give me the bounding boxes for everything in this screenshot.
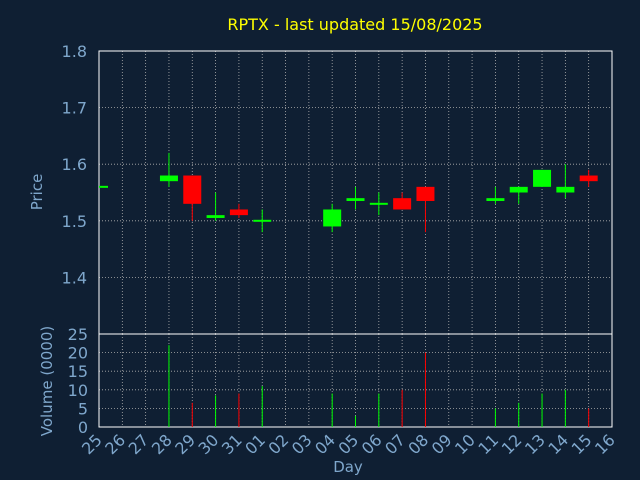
candle-body (183, 175, 202, 204)
candle-body (486, 198, 505, 201)
candle (556, 164, 575, 199)
candle-body (346, 198, 365, 201)
candle-body (253, 219, 272, 222)
candle (579, 169, 598, 187)
candle-body (579, 175, 598, 182)
candle-body (556, 186, 575, 193)
candle (533, 169, 552, 187)
candle-body (533, 169, 552, 187)
volume-tick-label: 25 (68, 325, 88, 344)
day-tick-labels: 2526272829303101020304050607080910111213… (78, 430, 619, 458)
candle (253, 209, 272, 233)
candle-body (159, 175, 178, 182)
chart-title: RPTX - last updated 15/08/2025 (227, 15, 482, 34)
candle-body (416, 186, 435, 201)
candle (393, 192, 412, 210)
candle-body (99, 185, 108, 188)
candle (323, 203, 342, 233)
candle-body (206, 215, 225, 218)
price-tick-labels: 1.4 1.5 1.6 1.7 1.8 (62, 42, 87, 287)
price-axis-label: Price (28, 174, 46, 211)
candle (159, 152, 178, 187)
candle (369, 192, 388, 216)
price-tick-label: 1.4 (62, 268, 87, 287)
candle (229, 203, 248, 218)
candle (486, 186, 505, 204)
volume-tick-label: 5 (78, 399, 88, 418)
candle (183, 175, 202, 221)
candle (99, 185, 108, 188)
day-tick-label: 16 (591, 430, 619, 458)
volume-bars (168, 345, 590, 427)
price-tick-label: 1.5 (62, 212, 87, 231)
volume-panel-frame (98, 333, 613, 428)
candle (206, 192, 225, 221)
x-axis-label: Day (333, 458, 363, 476)
candle-body (369, 202, 388, 205)
price-tick-label: 1.7 (62, 99, 87, 118)
candle-body (393, 198, 412, 210)
volume-tick-label: 10 (68, 381, 88, 400)
volume-tick-label: 15 (68, 362, 88, 381)
candles (99, 152, 598, 233)
volume-tick-label: 0 (78, 418, 88, 437)
candle-body (323, 209, 342, 227)
volume-axis-label: Volume (0000) (38, 326, 56, 436)
candle (346, 186, 365, 210)
candle-body (229, 209, 248, 216)
volume-tick-label: 20 (68, 344, 88, 363)
candle-body (509, 186, 528, 193)
volume-grid (98, 333, 613, 428)
price-tick-label: 1.8 (62, 42, 87, 61)
candle (509, 186, 528, 204)
candle (416, 186, 435, 233)
price-tick-label: 1.6 (62, 155, 87, 174)
